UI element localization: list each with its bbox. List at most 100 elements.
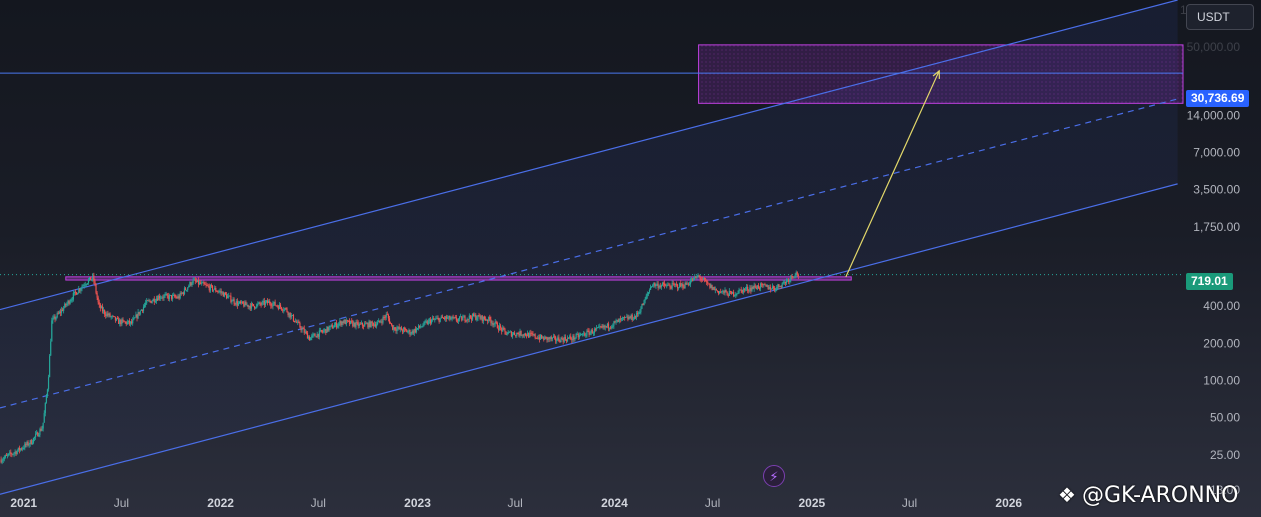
candle-body bbox=[412, 330, 414, 334]
candle-body bbox=[482, 316, 484, 322]
candle-body bbox=[233, 299, 235, 304]
candle-body bbox=[186, 289, 188, 291]
candle-body bbox=[309, 336, 311, 341]
candle-body bbox=[291, 315, 293, 316]
candle-body bbox=[311, 335, 313, 338]
candle-body bbox=[437, 317, 439, 319]
candle-body bbox=[473, 313, 475, 316]
candle-body bbox=[399, 327, 401, 330]
candle-body bbox=[206, 284, 208, 286]
candle-body bbox=[67, 300, 69, 304]
lightning-icon[interactable]: ⚡ bbox=[763, 465, 785, 487]
candle-body bbox=[59, 311, 62, 313]
candle-body bbox=[771, 286, 774, 289]
candle-body bbox=[248, 305, 250, 308]
candle-body bbox=[608, 327, 611, 329]
candle-body bbox=[487, 320, 489, 322]
candle-body bbox=[449, 316, 451, 320]
candle-body bbox=[355, 322, 357, 327]
candle-body bbox=[278, 304, 281, 309]
candle-body bbox=[370, 321, 372, 327]
candle-body bbox=[655, 284, 657, 287]
candle-body bbox=[744, 288, 747, 290]
candle-body bbox=[341, 321, 343, 326]
candle-body bbox=[142, 306, 145, 311]
candle-body bbox=[126, 322, 128, 325]
candle-body bbox=[371, 321, 373, 324]
candle-body bbox=[419, 325, 421, 328]
candle-body bbox=[129, 321, 132, 324]
candle-body bbox=[669, 285, 671, 288]
candle-body bbox=[741, 289, 743, 293]
candle-body bbox=[420, 326, 422, 328]
candle-body bbox=[592, 332, 594, 334]
candle-body bbox=[601, 326, 603, 328]
candle-body bbox=[398, 326, 400, 330]
candle-body bbox=[496, 322, 498, 329]
candle-body bbox=[620, 318, 623, 320]
candle-body bbox=[715, 289, 717, 291]
candle-body bbox=[690, 279, 693, 282]
candle-body bbox=[81, 286, 83, 289]
candle-body bbox=[251, 303, 254, 305]
candle-body bbox=[573, 335, 575, 340]
candle-body bbox=[53, 316, 55, 319]
candle-body bbox=[518, 333, 520, 336]
candle-body bbox=[443, 317, 446, 319]
candle-body bbox=[512, 332, 515, 335]
candle-body bbox=[751, 287, 753, 291]
candle-body bbox=[72, 293, 74, 300]
candle-body bbox=[302, 328, 304, 330]
candle-body bbox=[502, 327, 504, 332]
candle-body bbox=[221, 292, 223, 294]
candle-body bbox=[90, 277, 92, 281]
candle-body bbox=[149, 300, 151, 302]
candle-body bbox=[241, 301, 243, 303]
candle-body bbox=[85, 284, 87, 286]
price-tick-label: 14,000.00 bbox=[1187, 108, 1241, 122]
candle-body bbox=[629, 317, 631, 319]
candle-body bbox=[153, 298, 155, 303]
candle-body bbox=[50, 341, 52, 356]
candle-body bbox=[15, 451, 17, 455]
channel-middle-line bbox=[0, 98, 1178, 409]
candle-body bbox=[176, 297, 178, 299]
candle-body bbox=[597, 327, 599, 329]
candle-body bbox=[797, 274, 799, 276]
candle-body bbox=[19, 448, 22, 451]
price-tick-label: 50.00 bbox=[1210, 411, 1240, 425]
candle-body bbox=[97, 297, 99, 303]
candle-body bbox=[101, 306, 104, 312]
candle-body bbox=[94, 280, 96, 285]
candle-body bbox=[728, 291, 730, 296]
candle-body bbox=[639, 312, 641, 314]
candle-body bbox=[749, 287, 751, 291]
candle-body bbox=[234, 303, 236, 305]
candle-body bbox=[337, 325, 339, 328]
candle-body bbox=[208, 286, 210, 291]
candle-body bbox=[714, 289, 716, 290]
candle-body bbox=[191, 283, 193, 286]
candle-body bbox=[178, 296, 180, 299]
candle-body bbox=[505, 331, 507, 335]
candle-body bbox=[1, 460, 3, 463]
candle-body bbox=[521, 335, 523, 337]
candle-body bbox=[26, 441, 28, 446]
candle-body bbox=[160, 297, 162, 299]
candle-body bbox=[214, 288, 216, 290]
candle-body bbox=[654, 283, 656, 287]
candle-body bbox=[387, 314, 389, 319]
candle-body bbox=[61, 309, 64, 311]
candle-body bbox=[245, 301, 247, 306]
candle-body bbox=[631, 314, 633, 320]
candle-body bbox=[342, 321, 344, 324]
candle-body bbox=[547, 337, 549, 340]
candle-body bbox=[671, 283, 673, 289]
currency-button[interactable]: USDT bbox=[1186, 4, 1254, 30]
candle-body bbox=[524, 333, 527, 336]
candle-body bbox=[789, 279, 791, 282]
candle-body bbox=[653, 283, 655, 286]
candle-body bbox=[764, 284, 766, 286]
candle-body bbox=[239, 301, 242, 303]
